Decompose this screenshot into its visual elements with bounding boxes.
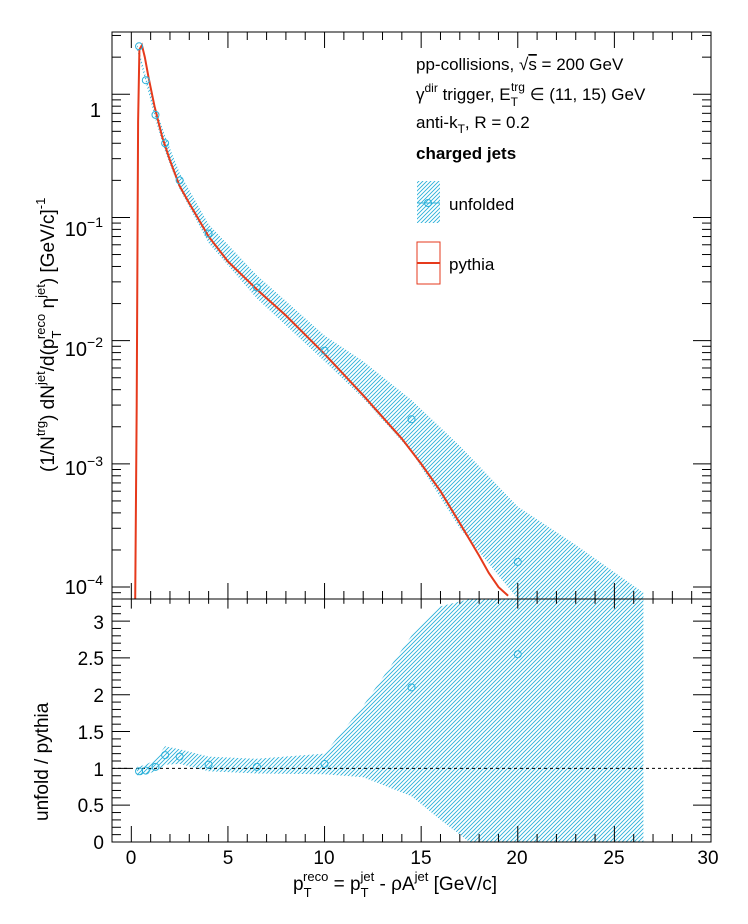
svg-text:(1/Ntrg) dNjet/d(pTreco ηjet): (1/Ntrg) dNjet/d(pTreco ηjet) [GeV/c]-1 <box>33 198 64 472</box>
ratio-point-8 <box>407 683 416 692</box>
legend-unfolded-label: unfolded <box>449 195 514 214</box>
unfolded-point-1 <box>141 76 150 85</box>
ratio-frame <box>111 598 712 843</box>
ratio-point-4 <box>175 752 184 761</box>
ratio-y-tick-0: 0 <box>93 833 104 854</box>
ratio-y-tick-3: 3 <box>93 613 104 634</box>
ratio-point-6 <box>252 762 261 771</box>
ratio-y-tick-2: 2 <box>93 686 104 707</box>
unfolded-point-3 <box>161 139 170 148</box>
ratio-point-5 <box>204 760 213 769</box>
ratio-y-axis-title: unfold / pythia <box>32 702 53 821</box>
ratio-y-tick-1: 1 <box>93 760 104 781</box>
x-tick-0: 0 <box>126 848 137 869</box>
ratio-points <box>135 650 522 776</box>
y-tick-label-1: 1 <box>90 100 101 122</box>
x-tick-30: 30 <box>697 848 718 869</box>
y-tick-label-1e-3: 10−3 <box>65 453 103 480</box>
spectrum-frame <box>111 31 712 600</box>
ratio-panel: 0 0.5 1 1.5 2 2.5 3 0 5 10 15 20 25 30 u… <box>32 598 719 900</box>
legend-unfolded-marker <box>424 199 432 207</box>
unfolded-points <box>135 42 522 566</box>
unfolded-point-7 <box>320 346 329 355</box>
ratio-point-2 <box>151 762 160 771</box>
spectrum-panel: 1 10−1 10−2 10−3 10−4 (1/Ntrg) dNjet/d(p… <box>33 31 712 600</box>
unfolded-point-4 <box>175 176 184 185</box>
ratio-point-9 <box>513 650 522 659</box>
legend-pythia-label: pythia <box>449 255 495 274</box>
ratio-point-7 <box>320 759 329 768</box>
spectrum-y-axis-title: (1/Ntrg) dNjet/d(pTreco ηjet) [GeV/c]-1 <box>33 198 64 472</box>
y-tick-label-1e-4: 10−4 <box>65 572 103 599</box>
y-tick-label-1e-1: 10−1 <box>65 214 103 241</box>
ratio-y-tick-0.5: 0.5 <box>78 796 104 817</box>
ratio-point-3 <box>161 751 170 760</box>
unfolded-uncertainty-band <box>137 43 644 599</box>
x-tick-5: 5 <box>223 848 234 869</box>
annotation-collisions: pp-collisions, √s = 200 GeV <box>416 55 624 74</box>
x-tick-15: 15 <box>410 848 431 869</box>
x-tick-25: 25 <box>603 848 624 869</box>
x-axis-title: pTreco = pTjet - ρAjet [GeV/c] <box>293 869 497 900</box>
ratio-y-tick-2.5: 2.5 <box>78 649 104 670</box>
unfolded-point-5 <box>204 229 213 238</box>
spectrum-axis-ticks <box>111 32 712 600</box>
ratio-uncertainty-band <box>137 599 644 842</box>
ratio-y-tick-1.5: 1.5 <box>78 723 104 744</box>
legend: unfolded pythia <box>416 181 514 285</box>
legend-unfolded-swatch <box>417 181 440 223</box>
annotation-algorithm: anti-kT, R = 0.2 <box>416 113 530 136</box>
info-text: pp-collisions, √s = 200 GeV γdir trigger… <box>416 55 646 163</box>
unfolded-point-6 <box>252 283 261 292</box>
y-tick-label-1e-2: 10−2 <box>65 334 103 361</box>
unfolded-point-8 <box>407 415 416 424</box>
x-tick-10: 10 <box>313 848 334 869</box>
unfolded-point-0 <box>135 42 144 51</box>
x-tick-20: 20 <box>506 848 527 869</box>
annotation-jets: charged jets <box>416 144 516 163</box>
ratio-point-1 <box>141 766 150 775</box>
annotation-trigger: γdir trigger, ETtrg ∈ (11, 15) GeV <box>416 80 646 109</box>
unfolded-point-9 <box>513 557 522 566</box>
unfolded-point-2 <box>151 110 160 119</box>
